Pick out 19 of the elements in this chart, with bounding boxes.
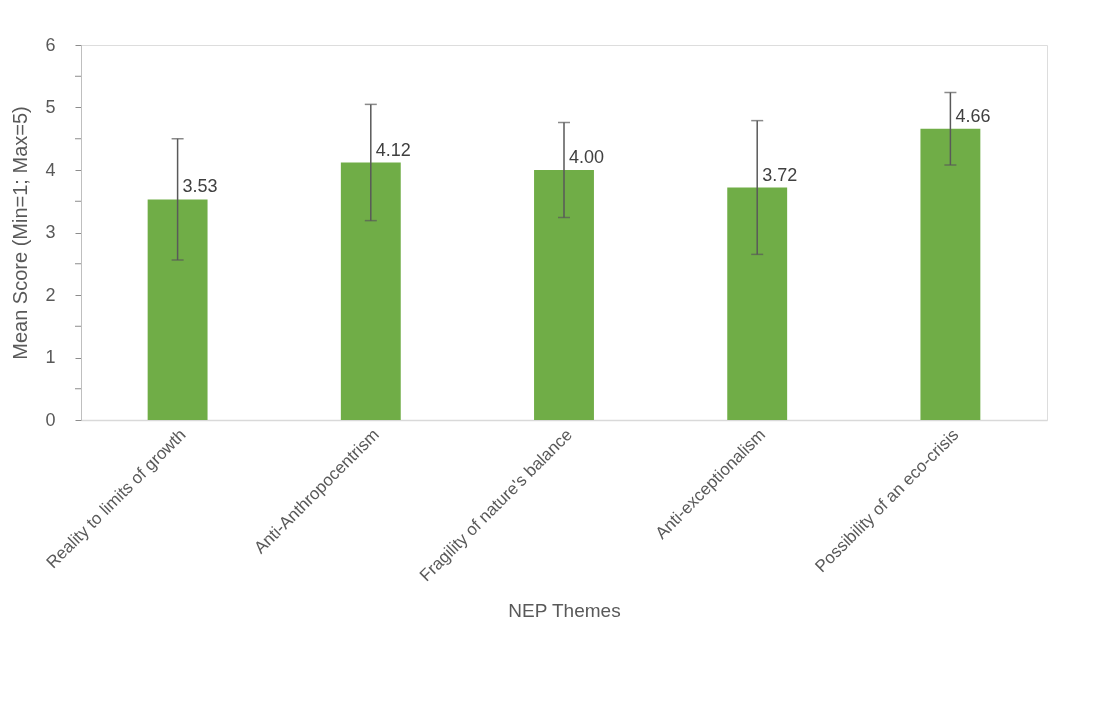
y-tick-label: 4 [45,159,56,180]
y-axis-title: Mean Score (Min=1; Max=5) [9,106,32,360]
data-label: 4.12 [375,139,411,160]
bar [727,187,788,420]
bar [534,170,594,420]
data-label: 3.72 [762,164,798,185]
y-tick-label: 6 [45,34,56,55]
y-tick-label: 1 [45,347,56,367]
y-tick-label: 5 [45,97,56,117]
data-label: 3.53 [182,176,218,197]
y-tick-label: 2 [45,284,56,305]
x-axis-title: NEP Themes [508,600,621,622]
y-tick-label: 0 [45,409,56,430]
bar [340,162,401,420]
data-label: 4.66 [955,105,991,126]
y-tick-label: 3 [45,222,56,242]
data-label: 4.00 [569,147,605,167]
bar [920,128,981,420]
bar [147,199,208,420]
